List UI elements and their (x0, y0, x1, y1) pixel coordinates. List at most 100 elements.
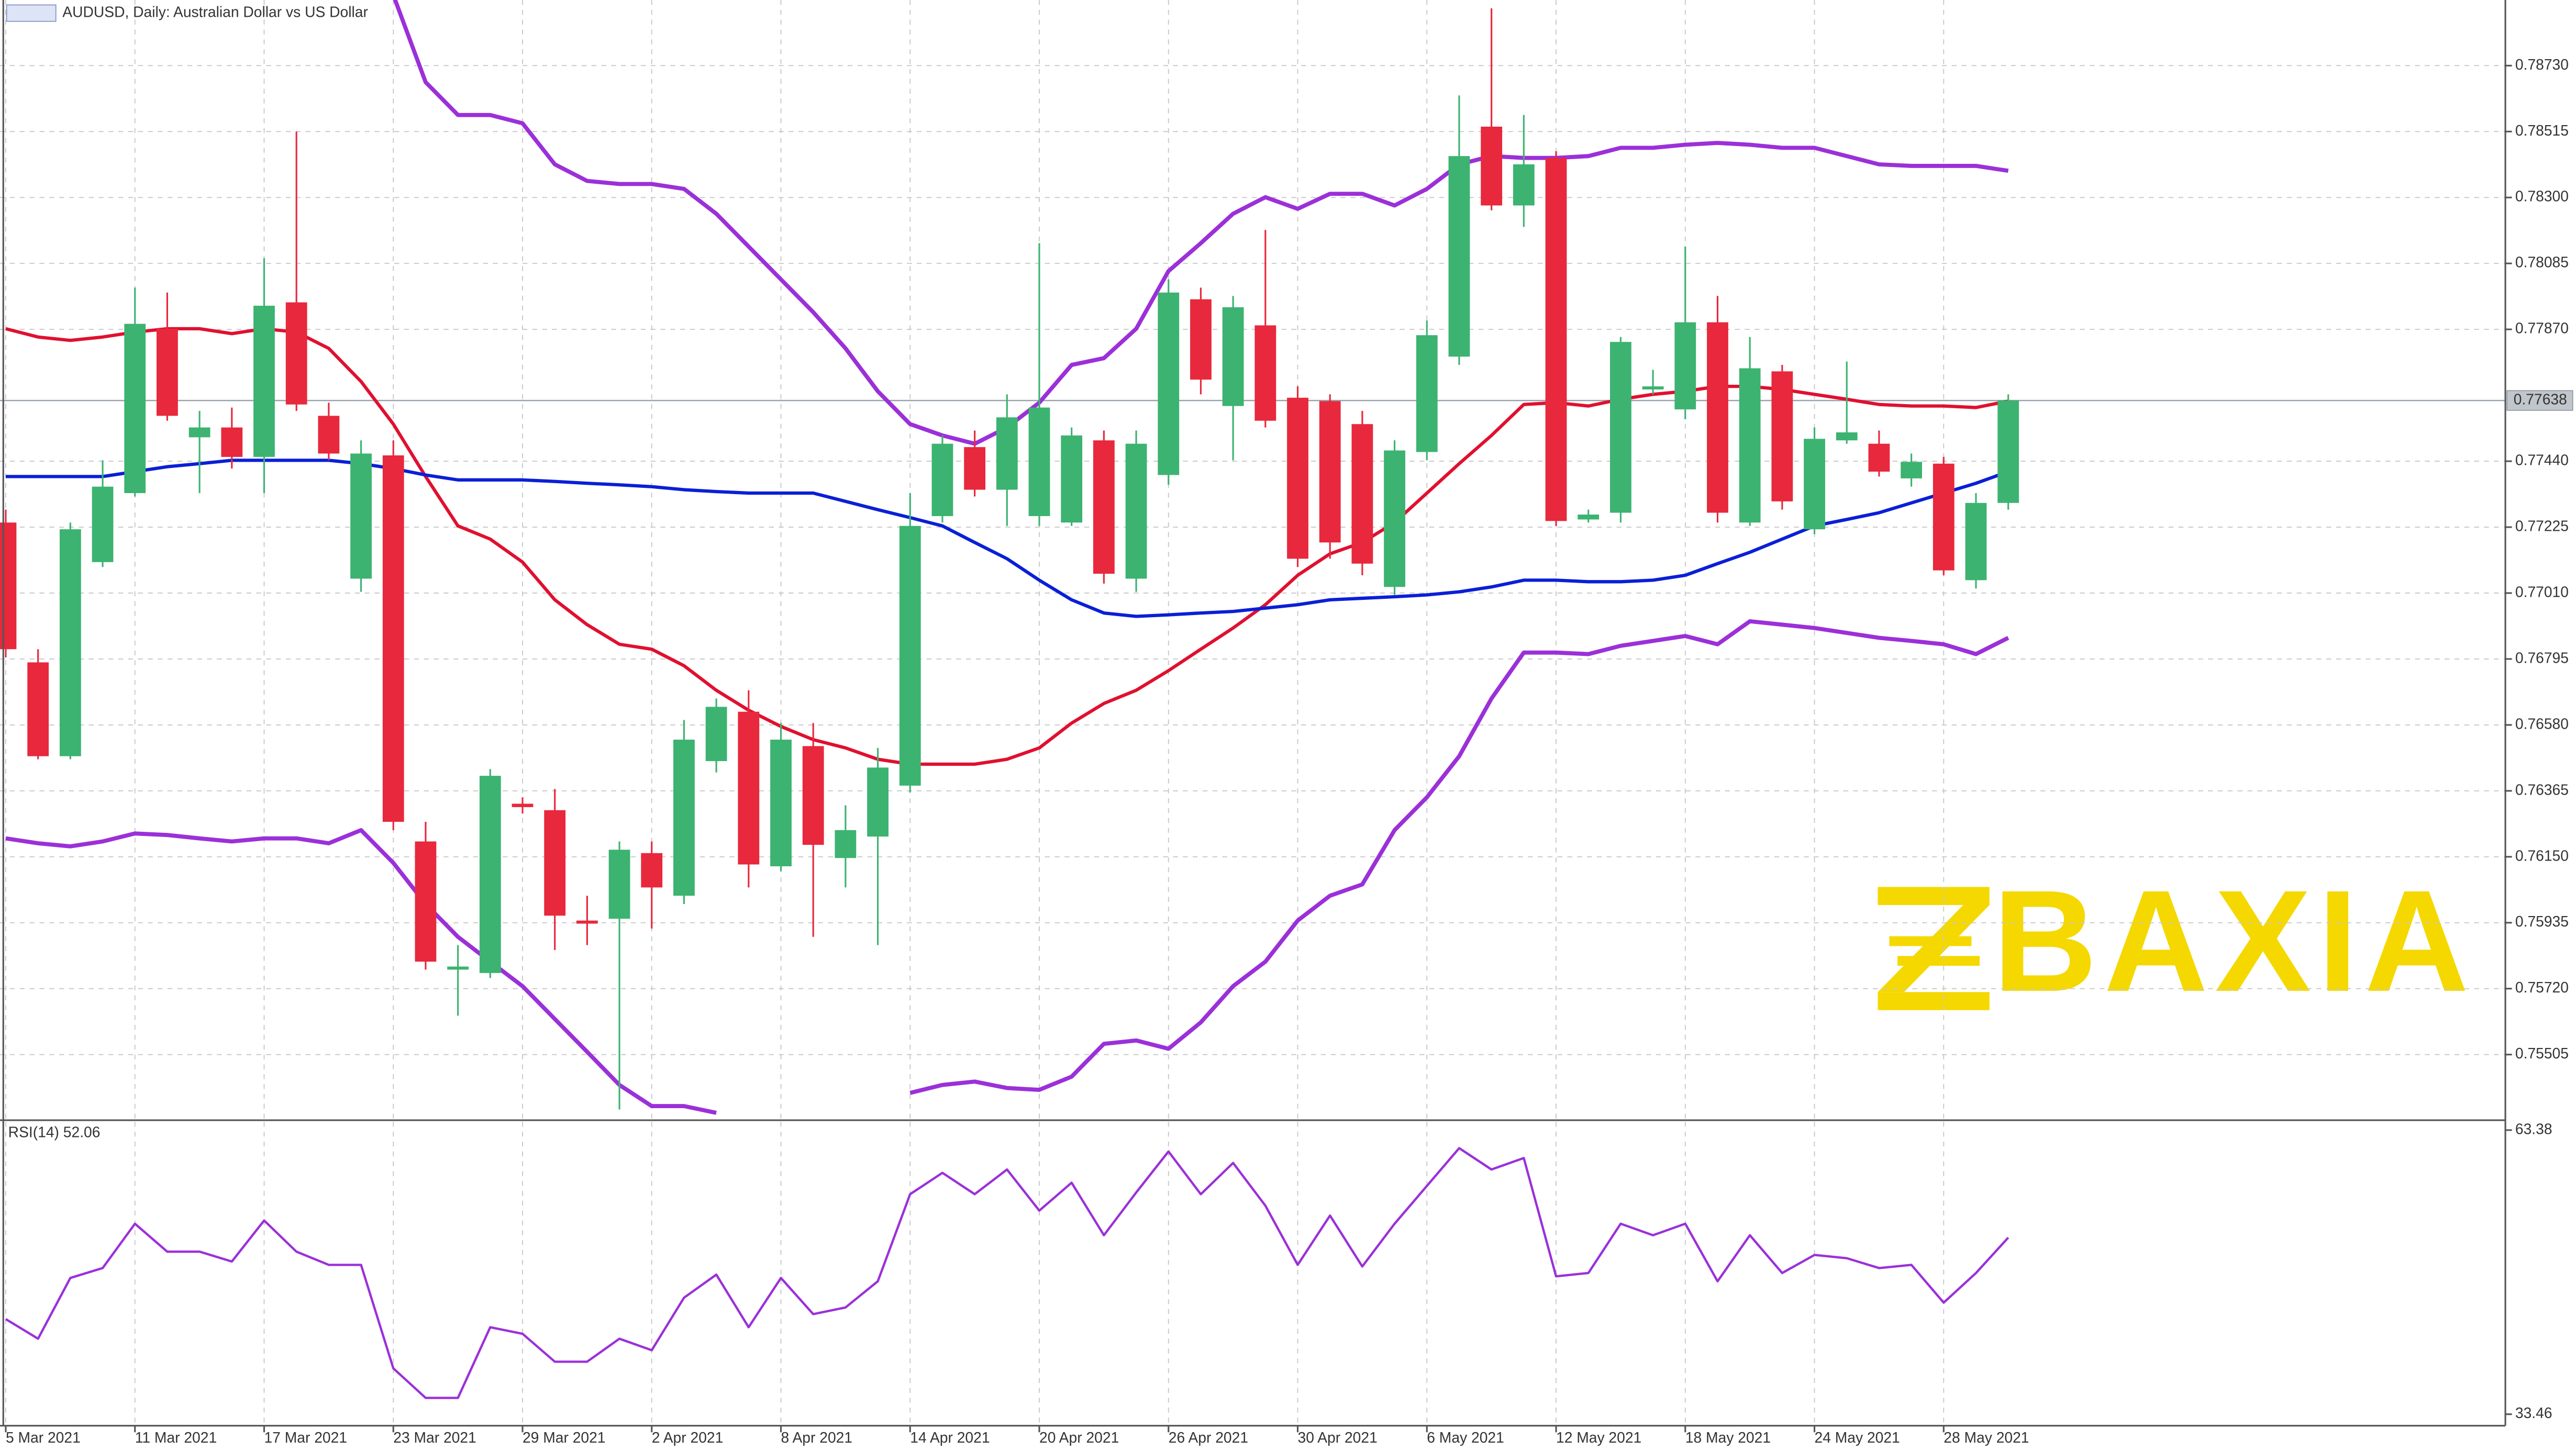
candle-body (350, 453, 372, 579)
candle-body (1287, 397, 1308, 559)
candle-body (1513, 164, 1535, 206)
x-tick-label: 26 Apr 2021 (1169, 1429, 1248, 1446)
candle-body (188, 427, 210, 438)
x-tick-label: 14 Apr 2021 (910, 1429, 990, 1446)
x-tick-label: 29 Mar 2021 (523, 1429, 606, 1446)
y-tick-label: 0.78515 (2515, 122, 2569, 139)
current-price-label: 0.77638 (2514, 391, 2567, 408)
y-tick-label: 0.78300 (2515, 188, 2569, 205)
candle-body (802, 746, 824, 845)
candle-body (1254, 325, 1276, 421)
watermark-logo (1878, 887, 1990, 1010)
y-tick-label: 0.77010 (2515, 583, 2569, 600)
candle-body (221, 427, 243, 457)
chart-title: AUDUSD, Daily: Australian Dollar vs US D… (62, 4, 368, 20)
candle-body (1642, 386, 1664, 390)
candle-body (1351, 424, 1373, 564)
x-tick-label: 12 May 2021 (1556, 1429, 1641, 1446)
candle-body (544, 810, 566, 916)
candle-body (899, 526, 921, 786)
candle-body (996, 417, 1018, 490)
x-tick-label: 24 May 2021 (1815, 1429, 1900, 1446)
candle-body (59, 529, 81, 756)
candle-body (285, 302, 307, 405)
candle-body (27, 662, 49, 756)
candle-body (1093, 440, 1115, 574)
candle-body (576, 920, 598, 924)
y-tick-label: 0.76150 (2515, 847, 2569, 864)
y-tick-label: 0.78730 (2515, 56, 2569, 73)
watermark: BAXIA (1878, 860, 2469, 1022)
symbol-icon (6, 4, 57, 22)
candle-body (738, 711, 760, 865)
price-panel (0, 0, 2506, 1121)
indicator-line (393, 0, 2009, 446)
candle-body (1868, 443, 1890, 472)
candle-body (1319, 401, 1341, 543)
candle-body (835, 830, 857, 858)
candle-body (1965, 503, 1987, 581)
x-tick-label: 5 Mar 2021 (6, 1429, 81, 1446)
y-tick-label: 0.76580 (2515, 715, 2569, 732)
y-tick-label: 0.78085 (2515, 254, 2569, 271)
candle-body (253, 306, 275, 457)
rsi-tick-label: 33.46 (2515, 1404, 2552, 1421)
candle-body (1545, 158, 1567, 521)
indicator-line (5, 327, 2009, 766)
candle-body (1707, 322, 1728, 513)
candle-body (705, 707, 727, 762)
x-tick-label: 28 May 2021 (1944, 1429, 2029, 1446)
candle-body (964, 447, 986, 490)
rsi-tick-label: 63.38 (2515, 1120, 2552, 1137)
candle-body (1222, 307, 1244, 406)
candle-body (1448, 156, 1470, 357)
candle-body (512, 803, 534, 807)
current-price-box (2506, 390, 2573, 411)
candle-body (1158, 292, 1180, 475)
candle-body (1804, 439, 1825, 530)
y-tick-label: 0.76795 (2515, 649, 2569, 666)
rsi-label: RSI(14) 52.06 (8, 1124, 101, 1141)
candle-body (931, 443, 953, 516)
candle-body (1125, 443, 1147, 579)
x-tick-label: 6 May 2021 (1427, 1429, 1504, 1446)
y-tick-label: 0.75505 (2515, 1045, 2569, 1062)
candle-body (770, 740, 792, 866)
candle-body (1901, 462, 1922, 478)
x-tick-label: 2 Apr 2021 (652, 1429, 724, 1446)
x-tick-label: 20 Apr 2021 (1039, 1429, 1119, 1446)
y-tick-label: 0.77225 (2515, 517, 2569, 534)
x-tick-label: 23 Mar 2021 (393, 1429, 476, 1446)
y-tick-label: 0.77440 (2515, 452, 2569, 468)
candle-body (479, 776, 501, 973)
candle-body (1933, 463, 1955, 571)
candle-body (124, 323, 146, 494)
candle-body (1028, 407, 1050, 516)
candle-body (92, 486, 114, 562)
candle-body (1384, 450, 1405, 587)
x-tick-label: 8 Apr 2021 (781, 1429, 853, 1446)
candle-body (1481, 126, 1503, 206)
candle-body (673, 740, 695, 896)
y-tick-label: 0.76365 (2515, 781, 2569, 798)
candle-body (415, 841, 437, 962)
candle-body (318, 416, 340, 454)
rsi-line (5, 1147, 2009, 1399)
candle-body (447, 966, 469, 970)
candle-body (1578, 515, 1600, 520)
indicator-line (5, 619, 2009, 1115)
candle-body (641, 853, 663, 888)
x-tick-label: 11 Mar 2021 (135, 1429, 217, 1446)
x-tick-label: 18 May 2021 (1685, 1429, 1771, 1446)
candle-body (608, 850, 630, 919)
candle-body (1674, 322, 1696, 410)
candle-body (1836, 432, 1858, 441)
y-tick-label: 0.75720 (2515, 979, 2569, 996)
indicator-line (5, 459, 2009, 618)
candle-body (157, 329, 178, 416)
x-tick-label: 17 Mar 2021 (264, 1429, 347, 1446)
candle-body (1416, 335, 1438, 452)
candle-body (1610, 342, 1631, 513)
